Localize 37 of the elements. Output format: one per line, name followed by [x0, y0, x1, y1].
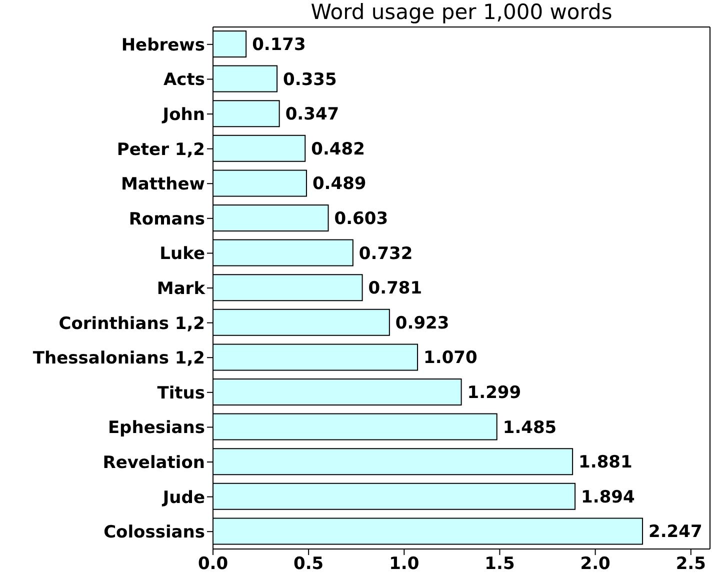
data-label: 0.489 — [312, 174, 366, 194]
x-tick-label: 2.5 — [676, 554, 706, 574]
data-label: 0.603 — [334, 209, 388, 230]
y-tick-label: Luke — [160, 244, 205, 264]
chart-title: Word usage per 1,000 words — [310, 0, 614, 24]
data-label: 0.335 — [283, 70, 337, 90]
data-label: 0.732 — [358, 244, 413, 264]
y-tick-label: Romans — [128, 209, 205, 230]
data-label: 1.881 — [578, 452, 632, 473]
data-label: 1.070 — [424, 348, 478, 368]
x-tick-label: 2.0 — [580, 554, 611, 574]
data-label: 0.781 — [368, 278, 422, 299]
y-tick-label: Ephesians — [108, 418, 205, 438]
data-label: 0.923 — [395, 313, 450, 334]
data-label: 2.247 — [648, 522, 702, 542]
data-label: 1.894 — [581, 487, 635, 508]
y-tick-label: Thessalonians 1,2 — [32, 348, 205, 369]
x-tick-label: 0.0 — [198, 554, 228, 574]
y-tick-label: Acts — [164, 70, 205, 90]
y-tick-label: Mark — [156, 279, 206, 300]
data-label: 0.173 — [252, 35, 306, 56]
x-tick-label: 0.5 — [294, 554, 324, 574]
x-tick-label: 1.5 — [484, 554, 515, 574]
data-label: 0.347 — [285, 104, 340, 125]
y-tick-label: Matthew — [121, 174, 206, 195]
y-tick-label: Hebrews — [121, 35, 205, 56]
y-tick-label: Corinthians 1,2 — [58, 314, 205, 334]
data-label: 1.299 — [467, 383, 522, 404]
y-tick-label: Peter 1,2 — [116, 140, 205, 160]
data-label: 1.485 — [502, 418, 557, 438]
y-tick-label: Jude — [162, 488, 205, 508]
y-tick-label: Titus — [157, 383, 205, 404]
y-tick-label: John — [162, 105, 205, 126]
x-tick-label: 1.0 — [389, 554, 420, 574]
y-tick-label: Colossians — [104, 522, 205, 543]
y-tick-label: Revelation — [102, 453, 205, 474]
data-label: 0.482 — [311, 139, 365, 160]
